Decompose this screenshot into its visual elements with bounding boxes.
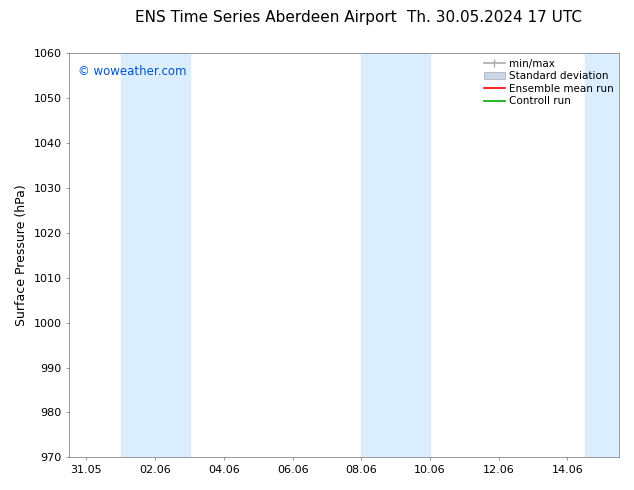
Text: ENS Time Series Aberdeen Airport: ENS Time Series Aberdeen Airport [136, 10, 397, 24]
Bar [585, 53, 619, 457]
Bar [361, 53, 430, 457]
Bar [121, 53, 190, 457]
Text: Th. 30.05.2024 17 UTC: Th. 30.05.2024 17 UTC [407, 10, 582, 24]
Text: © woweather.com: © woweather.com [77, 66, 186, 78]
Y-axis label: Surface Pressure (hPa): Surface Pressure (hPa) [15, 184, 28, 326]
Legend: min/max, Standard deviation, Ensemble mean run, Controll run: min/max, Standard deviation, Ensemble me… [482, 56, 616, 108]
